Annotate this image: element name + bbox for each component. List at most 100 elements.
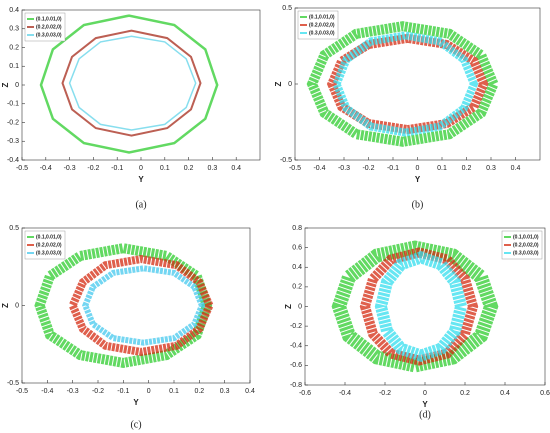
x-tick-label: 0.2 xyxy=(194,388,204,395)
y-tick-label: -0.8 xyxy=(290,382,302,389)
x-tick-label: 0.3 xyxy=(208,165,218,172)
caption: (a) xyxy=(135,199,146,210)
legend-label: (0.2,0.02,0) xyxy=(36,242,62,248)
x-tick-label: 0.4 xyxy=(511,165,521,172)
x-tick-label: 0.3 xyxy=(220,388,230,395)
x-tick-label: 0 xyxy=(147,388,151,395)
legend-label: (0.3,0.03,0) xyxy=(309,30,335,36)
y-tick-label: -0.3 xyxy=(7,138,19,145)
x-tick-label: 0 xyxy=(423,390,427,397)
legend-label: (0.1,0.01,0) xyxy=(513,234,539,240)
y-axis-label: Z xyxy=(274,81,283,86)
panel: -0.5 -0.4 -0.3 -0.2 -0.1 0 0.1 0.2 0.3 0.4-0.4-0.… xyxy=(1,7,261,210)
x-tick-label: -0.2 xyxy=(92,388,104,395)
x-tick-label: -0.6 xyxy=(299,390,311,397)
y-tick-label: -0.4 xyxy=(7,157,19,164)
x-tick-label: 0.4 xyxy=(245,388,255,395)
x-tick-label: 0 xyxy=(416,165,420,172)
orbit xyxy=(68,35,197,131)
y-tick-label: -0.5 xyxy=(7,380,19,387)
y-tick-label: 0.3 xyxy=(9,26,19,33)
caption: (b) xyxy=(412,199,424,210)
orbit xyxy=(82,265,206,346)
y-tick-label: 0.2 xyxy=(9,44,19,51)
x-axis-label: Y xyxy=(133,398,139,407)
x-tick-label: -0.4 xyxy=(313,165,325,172)
x-axis-label: Y xyxy=(422,400,428,409)
x-tick-label: 0.1 xyxy=(169,388,179,395)
x-tick-label: -0.1 xyxy=(117,388,129,395)
y-tick-label: -0.1 xyxy=(7,101,19,108)
y-tick-label: 0 xyxy=(15,302,19,309)
y-tick-label: 0.5 xyxy=(9,225,19,232)
x-tick-label: 0.4 xyxy=(500,390,510,397)
y-tick-label: -0.6 xyxy=(290,362,302,369)
legend-label: (0.1,0.01,0) xyxy=(36,16,62,22)
y-tick-label: 0.4 xyxy=(9,7,19,14)
y-tick-label: -0.5 xyxy=(280,157,292,164)
legend-label: (0.1,0.01,0) xyxy=(309,14,335,20)
caption: (d) xyxy=(419,409,431,420)
x-tick-label: -0.4 xyxy=(339,390,351,397)
y-tick-label: 0.5 xyxy=(282,5,292,12)
orbit xyxy=(359,247,479,366)
orbit xyxy=(374,251,468,362)
y-tick-label: 0.2 xyxy=(292,284,302,291)
x-tick-label: -0.3 xyxy=(64,165,76,172)
x-tick-label: -0.5 xyxy=(289,165,301,172)
legend-label: (0.3,0.03,0) xyxy=(513,250,539,256)
x-tick-label: -0.2 xyxy=(362,165,374,172)
orbit xyxy=(68,254,214,357)
orbit xyxy=(332,31,479,137)
legend-label: (0.2,0.02,0) xyxy=(36,24,62,30)
x-tick-label: 0 xyxy=(139,165,143,172)
y-tick-label: 0.8 xyxy=(292,225,302,232)
orbit xyxy=(61,29,202,137)
x-tick-label: -0.5 xyxy=(16,165,28,172)
y-tick-label: 0 xyxy=(15,82,19,89)
x-tick-label: -0.4 xyxy=(40,165,52,172)
y-tick-label: -0.2 xyxy=(7,119,19,126)
orbit xyxy=(39,14,219,154)
y-tick-label: -0.2 xyxy=(290,323,302,330)
x-tick-label: 0.2 xyxy=(462,165,472,172)
legend-label: (0.2,0.02,0) xyxy=(309,22,335,28)
y-axis-label: Z xyxy=(284,304,293,309)
x-tick-label: 0.6 xyxy=(540,390,550,397)
y-tick-label: -0.4 xyxy=(290,343,302,350)
x-tick-label: -0.3 xyxy=(67,388,79,395)
y-tick-label: 0.4 xyxy=(292,264,302,271)
orbit xyxy=(331,240,499,373)
x-tick-label: 0.2 xyxy=(460,390,470,397)
y-axis-label: Z xyxy=(1,303,10,308)
legend-label: (0.1,0.01,0) xyxy=(36,234,62,240)
x-tick-label: -0.3 xyxy=(338,165,350,172)
x-tick-label: 0.1 xyxy=(437,165,447,172)
panel: -0.6 -0.4 -0.2 0 0.2 0.4 0.6-0.8-0.6-0.4-0.200… xyxy=(284,225,550,420)
x-tick-label: 0.2 xyxy=(184,165,194,172)
x-tick-label: -0.5 xyxy=(16,388,28,395)
x-tick-label: -0.1 xyxy=(111,165,123,172)
x-axis-label: Y xyxy=(138,175,144,184)
x-tick-label: 0.1 xyxy=(160,165,170,172)
caption: (c) xyxy=(130,419,141,430)
x-tick-label: -0.2 xyxy=(87,165,99,172)
y-tick-label: 0.1 xyxy=(9,63,19,70)
x-tick-label: 0.3 xyxy=(486,165,496,172)
legend-label: (0.2,0.02,0) xyxy=(513,242,539,248)
y-axis-label: Z xyxy=(1,82,10,87)
x-tick-label: -0.2 xyxy=(379,390,391,397)
x-tick-label: -0.4 xyxy=(41,388,53,395)
legend-label: (0.3,0.03,0) xyxy=(36,250,62,256)
y-tick-label: 0 xyxy=(288,81,292,88)
y-tick-label: 0.6 xyxy=(292,244,302,251)
y-tick-label: 0 xyxy=(298,303,302,310)
legend-label: (0.3,0.03,0) xyxy=(36,32,62,38)
panel: -0.5 -0.4 -0.3 -0.2 -0.1 0 0.1 0.2 0.3 0.4 -0.5 0 0.… xyxy=(1,225,255,430)
orbit xyxy=(34,243,213,368)
x-axis-label: Y xyxy=(415,175,421,184)
orbit xyxy=(306,21,499,147)
x-tick-label: -0.1 xyxy=(387,165,399,172)
x-tick-label: 0.4 xyxy=(231,165,241,172)
